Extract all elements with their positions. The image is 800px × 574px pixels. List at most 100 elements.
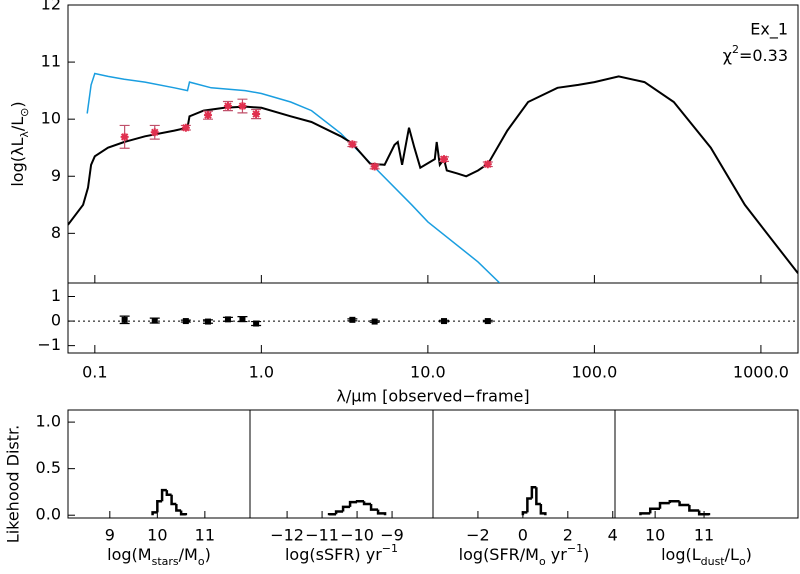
data-point (150, 128, 159, 137)
x-tick-label: 10.0 (410, 363, 446, 382)
panel-frame (614, 409, 799, 519)
x-axis-label-part: ) (205, 545, 211, 564)
x-tick-label: 11 (694, 526, 714, 545)
histogram-bar (334, 510, 344, 515)
histogram-bar (355, 499, 365, 503)
chi2-annotation-part: =0.33 (739, 46, 788, 65)
y-tick-label: 8 (51, 223, 61, 242)
panel-frame (432, 409, 616, 519)
x-tick-label: 9 (105, 526, 115, 545)
residual-point (151, 317, 158, 324)
histogram-bar (535, 487, 541, 506)
histogram-bar (678, 501, 690, 507)
y-tick-label: 0.0 (36, 505, 61, 524)
histogram-bar (175, 504, 182, 512)
x-axis-label-part: o (539, 555, 546, 568)
chart-title: Ex_1 (750, 20, 788, 40)
y-axis-label-part: /L (8, 117, 27, 131)
data-point (203, 111, 212, 120)
x-axis-label-part: o (739, 555, 746, 568)
x-tick-label: 1.0 (249, 363, 274, 382)
y-axis-label-part: ⊙ (18, 108, 31, 117)
y-axis-label-part: ) (8, 101, 27, 107)
data-point (252, 110, 261, 119)
y-tick-label: 1 (51, 286, 61, 305)
x-tick-label: 10 (147, 526, 167, 545)
residual-point (349, 316, 356, 323)
x-tick-label: 10 (645, 526, 665, 545)
data-point (370, 162, 379, 171)
data-point (181, 123, 190, 132)
x-tick-label: 0.1 (82, 363, 107, 382)
main-frame (67, 4, 799, 284)
histogram-bar (160, 488, 167, 502)
x-axis-label: log(Ldust/Lo) (661, 545, 752, 568)
histogram-bar (151, 511, 158, 516)
residual-point (224, 316, 231, 323)
histogram-bar (688, 504, 700, 512)
histogram-bar (170, 494, 177, 506)
x-axis-label-part: /M (179, 545, 198, 564)
histogram-bar (526, 497, 532, 513)
x-axis-label-part: log(SFR/M (459, 545, 539, 564)
x-tick-label: 2 (563, 526, 573, 545)
histogram-bar (369, 504, 379, 511)
x-axis-label: λ/μm [observed−frame] (336, 387, 529, 406)
model-line (86, 72, 501, 283)
data-point (483, 160, 492, 169)
x-axis-label: log(SFR/Mo yr−1) (459, 542, 590, 568)
y-axis-label: Likehood Distr. (4, 425, 23, 543)
y-tick-label: 0.5 (36, 458, 61, 477)
model-line (68, 75, 798, 274)
x-axis-label-part: o (198, 555, 205, 568)
x-tick-label: −10 (340, 526, 374, 545)
histogram-bar (165, 490, 172, 496)
data-point (348, 140, 357, 149)
y-tick-label: −1 (37, 335, 61, 354)
x-tick-label: 100.0 (571, 363, 617, 382)
x-axis-label-part: log(M (107, 545, 151, 564)
x-axis-label-part: ) (583, 545, 589, 564)
x-tick-label: 0 (518, 526, 528, 545)
x-axis-label-part: stars (152, 555, 179, 568)
x-axis-label: log(Mstars/Mo) (107, 545, 211, 568)
residual-point (121, 316, 128, 323)
y-axis-label-part: λ (18, 131, 31, 138)
x-tick-label: −9 (380, 526, 404, 545)
data-point (223, 102, 232, 111)
histogram-bar (327, 513, 337, 516)
y-tick-label: 11 (41, 52, 61, 71)
y-tick-label: 1.0 (36, 412, 61, 431)
y-tick-label: 0 (51, 311, 61, 330)
chi2-annotation-part: χ (723, 46, 732, 65)
histogram-bar (658, 501, 670, 509)
residual-point (204, 318, 211, 325)
x-axis-label-part: log(sSFR) yr (285, 545, 382, 564)
y-axis-label-part: log(λL (8, 138, 27, 187)
histogram-bar (648, 507, 661, 514)
y-tick-label: 12 (41, 0, 61, 14)
x-tick-label: 1000.0 (733, 363, 789, 382)
chi2-annotation-part: 2 (732, 43, 739, 56)
x-axis-label-part: ) (746, 545, 752, 564)
y-tick-label: 9 (51, 166, 61, 185)
data-point (238, 102, 247, 111)
x-tick-label: −12 (270, 526, 304, 545)
x-axis-label-part: −1 (382, 542, 398, 555)
x-axis-label-part: dust (701, 555, 726, 568)
histogram-bar (530, 486, 537, 499)
histogram-bar (348, 500, 358, 507)
x-axis-label-part: /L (725, 545, 739, 564)
histogram-bar (639, 512, 651, 516)
chi2-annotation: χ2=0.33 (723, 43, 788, 65)
histogram-bar (376, 509, 387, 516)
residual-point (239, 316, 246, 323)
residual-point (182, 318, 189, 325)
y-axis-label: log(λLλ/L⊙) (8, 101, 31, 186)
histogram-bar (156, 499, 163, 513)
histogram-bar (539, 504, 547, 516)
x-axis-label-part: −1 (567, 542, 583, 555)
residual-frame (67, 282, 799, 354)
